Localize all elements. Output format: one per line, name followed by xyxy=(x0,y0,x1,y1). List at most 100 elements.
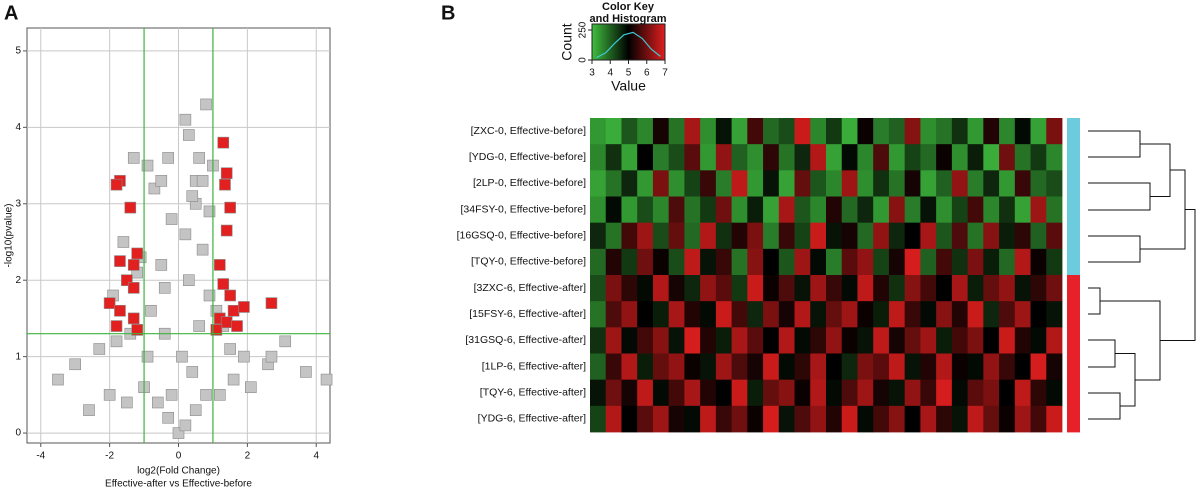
point xyxy=(214,389,226,401)
point xyxy=(220,167,233,180)
heatmap-cell xyxy=(605,118,622,145)
heatmap-cell xyxy=(1014,275,1031,302)
heatmap-cell xyxy=(621,275,638,302)
heatmap-cell xyxy=(684,222,701,250)
heatmap-cell xyxy=(983,353,1000,381)
point xyxy=(69,358,82,371)
heatmap-cell xyxy=(778,144,795,171)
point xyxy=(224,289,236,302)
heatmap-cell xyxy=(999,196,1016,224)
heatmap-cell xyxy=(1046,170,1063,197)
point xyxy=(172,427,185,439)
heatmap-cell xyxy=(857,144,874,171)
heatmap-cell xyxy=(731,379,748,407)
heatmap-cell xyxy=(999,301,1016,328)
heatmap-cell xyxy=(747,275,764,302)
row-label: [TQY-6, Effective-after] xyxy=(480,387,586,399)
heatmap-cell xyxy=(794,379,811,407)
heatmap-cell xyxy=(715,275,732,302)
heatmap-cell xyxy=(920,248,937,276)
heatmap-cell xyxy=(936,275,953,302)
heatmap-cell xyxy=(936,327,953,354)
x-tick-label: 4 xyxy=(313,451,319,462)
point xyxy=(165,213,178,225)
heatmap-cell xyxy=(999,118,1016,145)
heatmap-cell xyxy=(747,301,764,328)
heatmap-cell xyxy=(605,379,622,407)
heatmap-cell xyxy=(637,222,654,250)
point xyxy=(155,259,168,271)
x-axis-subtitle: Effective-after vs Effective-before xyxy=(105,479,252,489)
heatmap-cell xyxy=(920,301,937,328)
point xyxy=(238,301,250,313)
heatmap-cell xyxy=(888,327,906,354)
heatmap-cell xyxy=(936,353,953,381)
heatmap-cell xyxy=(652,196,670,224)
heatmap-cell xyxy=(951,275,968,302)
heatmap-cell xyxy=(652,327,670,354)
row-label: [16GSQ-0, Effective-before] xyxy=(457,230,586,242)
heatmap-cell xyxy=(983,170,1000,197)
heatmap-cell xyxy=(936,379,953,407)
heatmap-cell xyxy=(1046,353,1063,381)
heatmap-cell xyxy=(967,248,984,276)
point xyxy=(196,175,209,187)
heatmap-cell xyxy=(1030,118,1047,145)
heatmap-cell xyxy=(1046,301,1063,328)
heatmap-cell xyxy=(778,353,795,381)
heatmap-cell xyxy=(668,196,685,224)
heatmap-cell xyxy=(826,118,843,145)
heatmap-cell xyxy=(1030,144,1047,171)
heatmap-cell xyxy=(700,353,717,381)
point xyxy=(103,389,116,401)
heatmap-cell xyxy=(1046,327,1063,354)
heatmap-cell xyxy=(621,118,638,145)
heatmap-cell xyxy=(1030,248,1047,276)
heatmap-cell xyxy=(857,170,874,197)
row-label: [YDG-0, Effective-before] xyxy=(469,151,586,163)
heatmap-cell xyxy=(857,248,874,276)
heatmap-cell xyxy=(590,222,607,250)
heatmap-cell xyxy=(700,170,717,197)
y-tick-label: 3 xyxy=(15,198,21,209)
heatmap-cell xyxy=(904,170,921,197)
heatmap-cell xyxy=(951,196,968,224)
heatmap-cell xyxy=(621,248,638,276)
heatmap-cell xyxy=(904,327,921,354)
heatmap-cell xyxy=(1030,170,1047,197)
heatmap-cell xyxy=(684,248,701,276)
point xyxy=(186,190,199,202)
heatmap-cell xyxy=(873,196,890,224)
heatmap-cell xyxy=(888,170,906,197)
heatmap-cell xyxy=(715,248,732,276)
point xyxy=(127,312,140,325)
dendrogram-branch xyxy=(1140,143,1171,197)
heatmap-cell xyxy=(668,170,685,197)
point xyxy=(200,98,212,111)
y-tick-label: 250 xyxy=(578,21,589,38)
heatmap-cell xyxy=(637,353,654,381)
point xyxy=(189,404,202,416)
heatmap-cell xyxy=(731,170,748,197)
heatmap-cell xyxy=(920,275,937,302)
heatmap-cell xyxy=(763,118,780,145)
heatmap-cell xyxy=(810,379,827,407)
heatmap-cell xyxy=(605,327,622,354)
point xyxy=(114,304,126,317)
heatmap-cell xyxy=(920,379,937,407)
heatmap-cell xyxy=(763,405,780,433)
y-tick-label: 2 xyxy=(15,275,21,286)
point xyxy=(127,152,140,164)
point xyxy=(320,373,333,386)
histogram-line xyxy=(596,31,661,59)
heatmap-cell xyxy=(794,275,811,302)
point xyxy=(227,373,240,386)
dendrogram-branch xyxy=(1088,182,1151,211)
heatmap-cell xyxy=(999,248,1016,276)
row-group-bar xyxy=(1067,353,1080,381)
heatmap-cell xyxy=(715,196,732,224)
point xyxy=(186,366,199,378)
heatmap-cell xyxy=(983,248,1000,276)
heatmap-cell xyxy=(936,196,953,224)
heatmap-cell xyxy=(668,275,685,302)
